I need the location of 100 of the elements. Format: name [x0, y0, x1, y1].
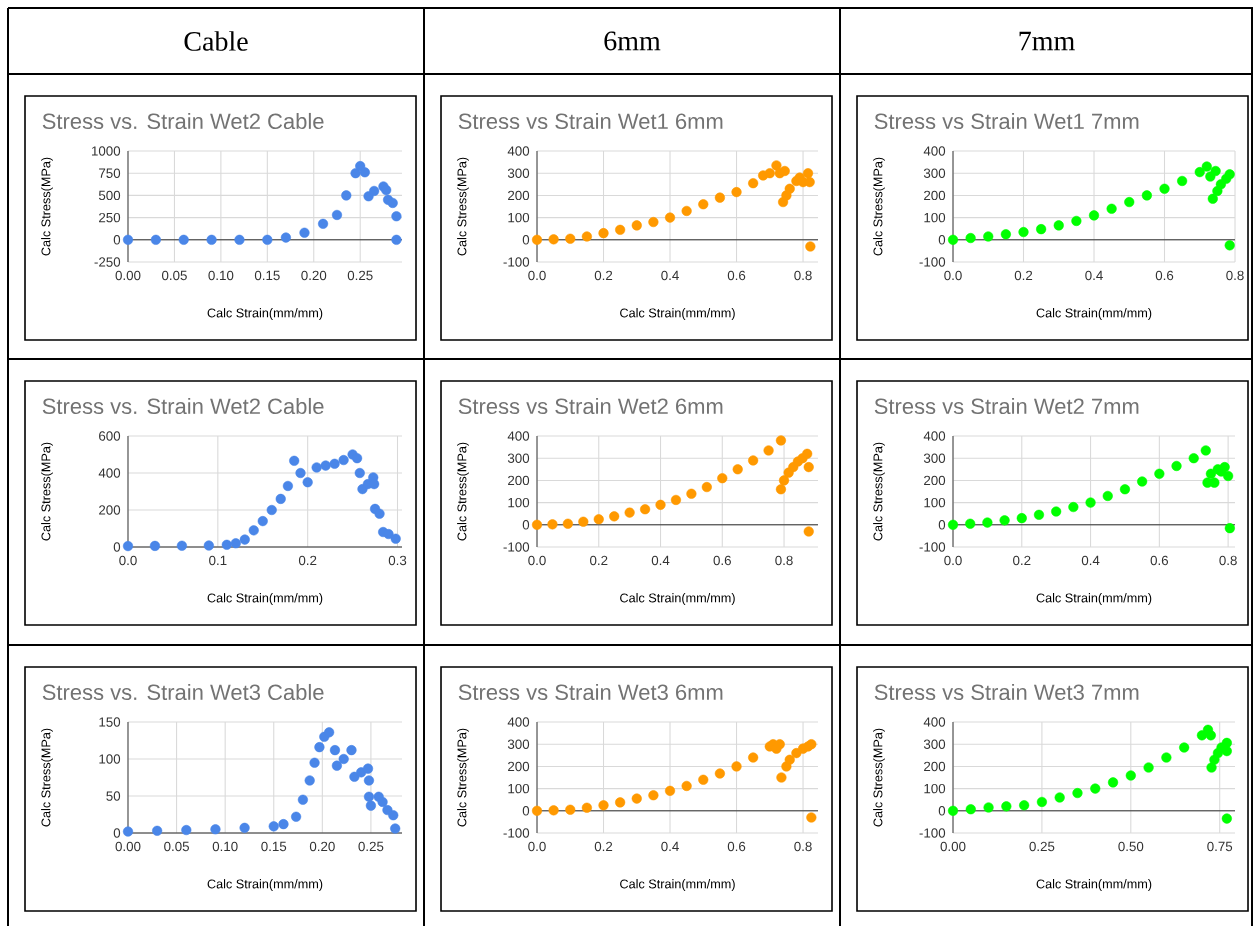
- x-tick-label: 0.2: [594, 270, 613, 281]
- text: Cable: [184, 31, 248, 51]
- y-tick-label: 200: [508, 190, 530, 201]
- x-tick-label: 0.6: [1155, 270, 1174, 281]
- y-tick-label: 200: [99, 505, 121, 515]
- y-axis-title: Calc Stress(MPa): [457, 728, 469, 827]
- x-tick-label: 0.8: [794, 270, 812, 281]
- x-tick-label: 0.1: [209, 555, 227, 566]
- x-tick-label: 0.05: [164, 841, 189, 852]
- x-tick-label: 0.6: [1150, 555, 1169, 566]
- y-tick-label: 200: [924, 190, 946, 201]
- y-tick-label: 400: [507, 717, 530, 727]
- y-tick-label: -100: [919, 542, 946, 552]
- x-axis-title: Calc Strain(mm/mm): [207, 593, 323, 605]
- y-axis-title: Calc Stress(MPa): [873, 728, 885, 827]
- x-tick-label: 0.0: [944, 270, 962, 281]
- x-tick-label: 0.2: [1013, 555, 1031, 566]
- chart-title: Stress vs. Strain Wet2 Cable: [42, 397, 324, 415]
- y-tick-label: 300: [923, 168, 946, 178]
- x-axis-title: Calc Strain(mm/mm): [1036, 593, 1152, 605]
- x-tick-label: 0.6: [727, 841, 746, 852]
- y-tick-label: 400: [507, 431, 530, 441]
- x-tick-label: 0.0: [528, 841, 546, 852]
- y-tick-label: 200: [508, 475, 530, 486]
- text: 6mm: [604, 31, 661, 51]
- y-tick-label: 0: [522, 520, 530, 530]
- y-tick-label: 300: [507, 168, 530, 178]
- x-tick-label: 0.05: [161, 270, 187, 281]
- x-tick-label: 0.4: [1085, 270, 1103, 281]
- x-tick-label: 0.20: [309, 841, 335, 852]
- y-tick-label: -100: [919, 257, 946, 267]
- x-axis-title: Calc Strain(mm/mm): [620, 593, 735, 605]
- y-tick-label: 1000: [91, 146, 121, 156]
- x-tick-label: 0.0: [528, 270, 546, 281]
- y-tick-label: 200: [508, 761, 530, 772]
- x-tick-label: 0.0: [119, 555, 137, 566]
- x-tick-label: 0.8: [775, 555, 793, 566]
- x-tick-label: 0.4: [1081, 555, 1100, 566]
- y-tick-label: 100: [508, 212, 530, 223]
- y-tick-label: 400: [923, 717, 946, 727]
- x-tick-label: 0.4: [661, 270, 679, 281]
- x-axis-title: Calc Strain(mm/mm): [207, 879, 323, 891]
- x-tick-label: 0.25: [1029, 841, 1055, 852]
- x-tick-label: 0.2: [298, 555, 317, 566]
- x-tick-label: 0.8: [1219, 555, 1237, 566]
- y-axis-title: Calc Stress(MPa): [457, 442, 469, 541]
- x-tick-label: 0.00: [115, 841, 141, 852]
- y-tick-label: 400: [923, 146, 946, 156]
- x-tick-label: 0.4: [651, 555, 670, 566]
- x-tick-label: 0.20: [301, 270, 327, 281]
- x-axis-title: Calc Strain(mm/mm): [620, 879, 735, 891]
- x-tick-label: 0.6: [727, 270, 746, 281]
- chart-title: Stress vs Strain Wet1 6mm: [458, 112, 723, 130]
- y-tick-label: 100: [924, 212, 946, 223]
- x-axis-title: Calc Strain(mm/mm): [1036, 879, 1152, 891]
- y-tick-label: 100: [99, 754, 121, 764]
- y-tick-label: 300: [923, 739, 946, 749]
- y-tick-label: 0: [522, 235, 530, 245]
- x-tick-label: 0.0: [528, 555, 546, 566]
- y-tick-label: 300: [507, 739, 530, 749]
- y-tick-label: 0: [113, 828, 121, 838]
- x-tick-label: 0.25: [358, 841, 384, 852]
- y-tick-label: 750: [99, 168, 121, 178]
- x-tick-label: 0.15: [254, 270, 280, 281]
- y-tick-label: 200: [924, 475, 946, 486]
- x-tick-label: 0.3: [388, 555, 407, 566]
- text: 7mm: [1019, 31, 1075, 51]
- x-axis-title: Calc Strain(mm/mm): [1036, 308, 1152, 320]
- y-tick-label: 200: [924, 761, 946, 772]
- chart-title: Stress vs Strain Wet3 6mm: [458, 683, 723, 701]
- x-tick-label: 0.10: [208, 270, 234, 281]
- y-tick-label: 300: [923, 453, 946, 463]
- chart-title: Stress vs Strain Wet2 6mm: [458, 397, 723, 415]
- x-tick-label: 0.00: [940, 841, 966, 852]
- chart-title: Stress vs. Strain Wet3 Cable: [42, 683, 324, 701]
- y-tick-label: -100: [503, 257, 530, 267]
- y-tick-label: 0: [113, 542, 121, 552]
- x-tick-label: 0.15: [261, 841, 287, 852]
- y-tick-label: 100: [508, 497, 530, 508]
- x-tick-label: 0.4: [661, 841, 679, 852]
- x-tick-label: 0.0: [944, 555, 962, 566]
- y-axis-title: Calc Stress(MPa): [41, 157, 53, 256]
- chart-title: Stress vs. Strain Wet2 Cable: [42, 112, 324, 130]
- x-tick-label: 0.75: [1207, 841, 1233, 852]
- x-tick-label: 0.2: [590, 555, 608, 566]
- y-tick-label: -100: [503, 542, 530, 552]
- y-tick-label: 100: [508, 783, 530, 794]
- x-tick-label: 0.10: [212, 841, 238, 852]
- y-tick-label: 100: [924, 783, 946, 794]
- y-tick-label: 0: [522, 806, 530, 816]
- y-tick-label: 250: [99, 212, 121, 223]
- chart-title: Stress vs Strain Wet1 7mm: [874, 112, 1139, 130]
- y-tick-label: 0: [113, 235, 121, 245]
- x-tick-label: 0.25: [347, 270, 373, 281]
- y-tick-label: 0: [938, 520, 946, 530]
- y-axis-title: Calc Stress(MPa): [457, 157, 469, 256]
- y-axis-title: Calc Stress(MPa): [873, 442, 885, 541]
- x-axis-title: Calc Strain(mm/mm): [207, 308, 323, 320]
- chart-title: Stress vs Strain Wet2 7mm: [874, 397, 1139, 415]
- x-tick-label: 0.8: [1226, 270, 1244, 281]
